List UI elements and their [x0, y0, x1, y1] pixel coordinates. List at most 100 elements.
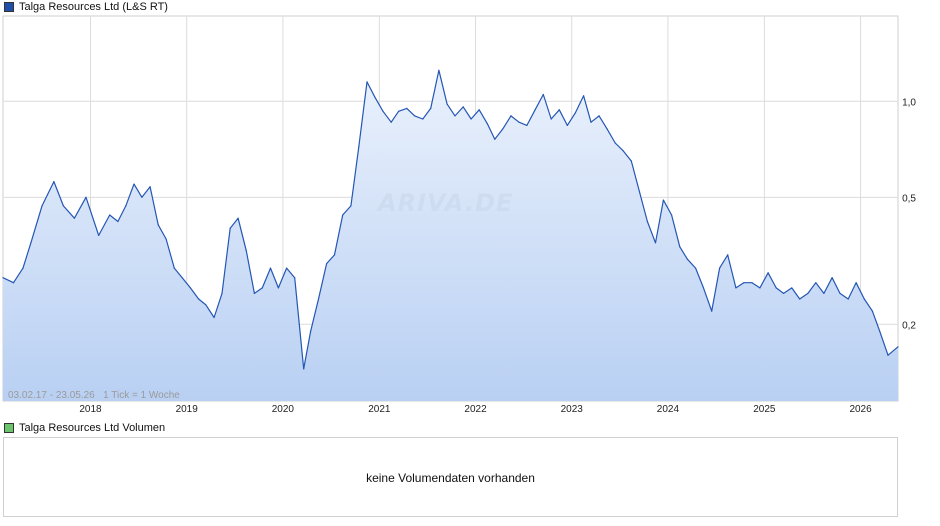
price-point [711, 310, 713, 312]
price-point [245, 250, 247, 252]
price-point [198, 298, 200, 300]
price-point [317, 298, 320, 300]
volume-legend-swatch [4, 423, 14, 433]
price-point [181, 277, 183, 279]
price-point [374, 96, 376, 98]
price-point [85, 196, 87, 198]
price-point [679, 246, 681, 248]
price-point [702, 287, 705, 289]
price-point [494, 138, 496, 140]
price-point [598, 115, 600, 117]
price-point [887, 354, 889, 356]
price-point [366, 81, 368, 83]
price-point [149, 186, 151, 188]
x-tick-label: 2020 [272, 404, 295, 415]
price-point [550, 118, 552, 120]
y-axis-ticks: 0,2 0,5 1,0 [902, 97, 916, 331]
price-point [897, 346, 899, 348]
price-point [109, 214, 111, 216]
price-point [783, 292, 785, 294]
x-tick-label: 2019 [176, 404, 199, 415]
price-point [751, 282, 753, 284]
price-point [662, 199, 665, 201]
price-point [470, 118, 472, 120]
price-point [502, 128, 504, 130]
price-point [358, 146, 360, 148]
price-point [446, 103, 448, 105]
price-point [269, 267, 272, 269]
price-point [622, 150, 624, 152]
price-point [614, 142, 616, 144]
date-range-info: 03.02.17 - 23.05.26 1 Tick = 1 Woche [8, 390, 180, 401]
volume-legend: Talga Resources Ltd Volumen [4, 421, 165, 435]
price-point [671, 214, 673, 216]
price-point [574, 112, 577, 114]
price-point [855, 282, 857, 284]
price-point [125, 205, 127, 207]
price-point [823, 292, 825, 294]
price-point [430, 107, 432, 109]
y-tick-label: 0,5 [902, 193, 916, 204]
price-point [326, 263, 328, 265]
volume-empty-message: keine Volumendaten vorhanden [366, 471, 535, 485]
price-point [486, 123, 488, 125]
price-point [390, 121, 392, 123]
price-point [438, 69, 440, 71]
price-point [534, 109, 536, 111]
price-point [630, 160, 632, 162]
price-point [646, 220, 649, 223]
price-point [526, 124, 528, 126]
price-point [454, 115, 456, 117]
price-point [53, 181, 55, 183]
x-tick-label: 2023 [561, 404, 584, 415]
price-point [30, 242, 32, 244]
price-legend: Talga Resources Ltd (L&S RT) [4, 0, 168, 14]
price-point [863, 298, 865, 300]
price-point [686, 258, 689, 260]
price-point [294, 277, 296, 279]
price-point [141, 196, 143, 198]
price-point [189, 287, 191, 289]
price-point [791, 287, 793, 289]
price-point [606, 128, 608, 130]
x-tick-label: 2021 [368, 404, 391, 415]
price-point [213, 316, 215, 319]
price-point [41, 205, 43, 207]
price-legend-swatch [4, 2, 14, 12]
volume-panel: keine Volumendaten vorhanden [3, 437, 898, 517]
price-point [22, 267, 24, 269]
price-point [542, 93, 544, 96]
x-axis-ticks: 2018 2019 2020 2021 2022 2023 2024 2025 2026 [79, 404, 872, 415]
price-point [695, 267, 697, 269]
price-point [807, 292, 809, 294]
price-point [157, 224, 159, 226]
price-point [558, 109, 560, 111]
price-legend-label: Talga Resources Ltd (L&S RT) [19, 1, 168, 13]
price-point [398, 110, 400, 112]
price-point [743, 282, 745, 284]
price-point [767, 272, 769, 274]
price-point [839, 292, 841, 294]
price-point [382, 110, 384, 112]
price-point [117, 220, 119, 223]
x-tick-label: 2026 [849, 404, 872, 415]
price-point [253, 292, 255, 294]
price-point [422, 118, 424, 120]
price-point [2, 277, 4, 279]
price-point [654, 242, 657, 244]
price-point [775, 287, 777, 289]
price-point [221, 292, 223, 294]
price-point [350, 205, 352, 207]
price-point [406, 107, 408, 109]
price-point [871, 310, 874, 312]
price-point [237, 217, 239, 219]
price-point [286, 267, 288, 269]
price-chart: 2018 2019 2020 2021 2022 2023 2024 2025 2026 0,2… [2, 15, 916, 415]
price-point [303, 368, 305, 370]
price-point [510, 115, 512, 117]
price-point [566, 124, 568, 126]
price-point [462, 106, 464, 108]
x-tick-label: 2018 [79, 404, 102, 415]
price-point [799, 298, 801, 300]
price-point [583, 95, 585, 97]
